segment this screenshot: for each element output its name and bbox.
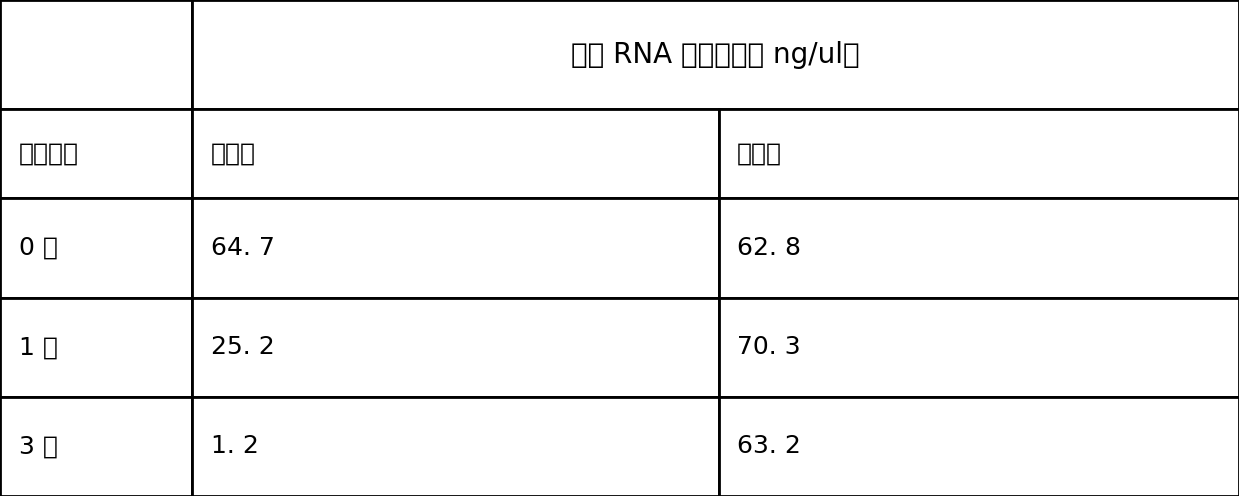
Bar	[719, 298, 1239, 397]
Text: 保存天数: 保存天数	[19, 142, 78, 166]
Bar	[192, 0, 1239, 109]
Text: 0 天: 0 天	[19, 236, 57, 260]
Text: 尿液 RNA 含量（单位 ng/ul）: 尿液 RNA 含量（单位 ng/ul）	[571, 41, 860, 68]
Bar	[0, 0, 192, 109]
Text: 62. 8: 62. 8	[737, 236, 802, 260]
Text: 对照组: 对照组	[211, 142, 255, 166]
Text: 63. 2: 63. 2	[737, 434, 802, 458]
Text: 25. 2: 25. 2	[211, 335, 274, 359]
Bar	[192, 397, 719, 496]
Text: 1. 2: 1. 2	[211, 434, 259, 458]
Text: 64. 7: 64. 7	[211, 236, 275, 260]
Bar	[719, 109, 1239, 198]
Bar	[0, 298, 192, 397]
Bar	[192, 198, 719, 298]
Text: 3 天: 3 天	[19, 434, 57, 458]
Text: 70. 3: 70. 3	[737, 335, 800, 359]
Bar	[719, 198, 1239, 298]
Bar	[719, 397, 1239, 496]
Bar	[0, 109, 192, 198]
Bar	[0, 198, 192, 298]
Text: 1 天: 1 天	[19, 335, 57, 359]
Bar	[192, 109, 719, 198]
Bar	[192, 298, 719, 397]
Text: 实验组: 实验组	[737, 142, 782, 166]
Bar	[0, 397, 192, 496]
